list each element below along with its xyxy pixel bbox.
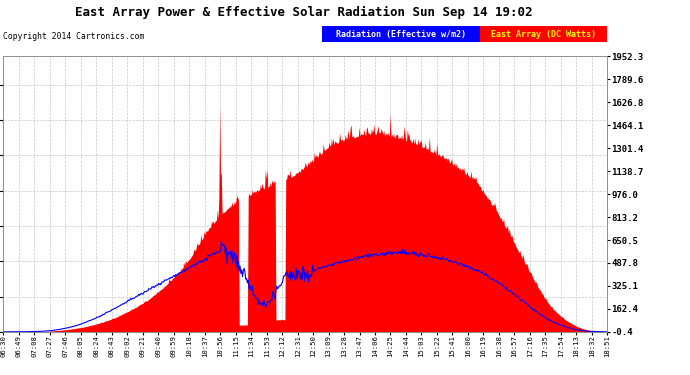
Text: Radiation (Effective w/m2): Radiation (Effective w/m2) <box>336 30 466 39</box>
Text: East Array (DC Watts): East Array (DC Watts) <box>491 30 596 39</box>
Text: East Array Power & Effective Solar Radiation Sun Sep 14 19:02: East Array Power & Effective Solar Radia… <box>75 6 533 19</box>
Text: Copyright 2014 Cartronics.com: Copyright 2014 Cartronics.com <box>3 32 145 41</box>
